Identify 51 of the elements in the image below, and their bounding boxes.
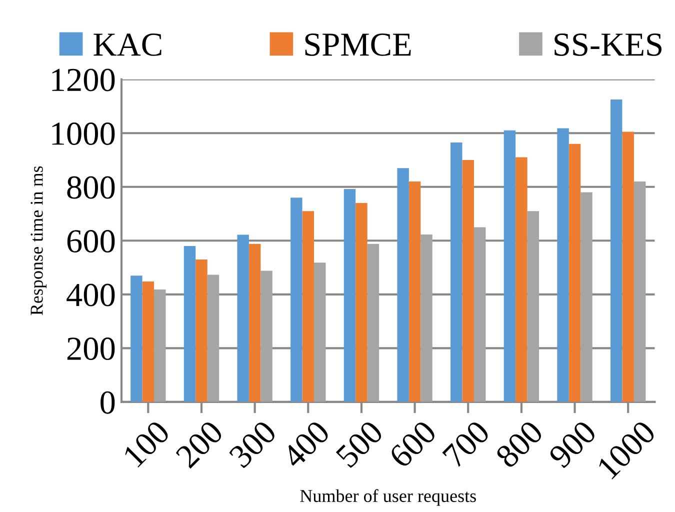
bar xyxy=(356,203,368,402)
x-tick-label: 600 xyxy=(388,419,438,469)
y-tick-label: 1000 xyxy=(52,122,115,146)
legend-label: KAC xyxy=(94,34,162,56)
y-tick-label: 200 xyxy=(67,338,115,360)
legend-label: SPMCE xyxy=(305,34,411,56)
bar xyxy=(290,198,302,402)
bar xyxy=(580,192,592,402)
bar xyxy=(196,259,208,402)
x-tick-label: 300 xyxy=(228,419,278,469)
bar xyxy=(610,100,622,402)
bar xyxy=(450,142,462,402)
bar xyxy=(314,262,326,402)
x-tick-label: 500 xyxy=(335,419,384,468)
bar xyxy=(408,182,421,402)
x-tick-label: 700 xyxy=(442,419,491,468)
bar xyxy=(397,168,409,402)
bar xyxy=(302,211,314,402)
x-tick-label: 100 xyxy=(122,419,171,468)
bar xyxy=(344,189,356,402)
bar xyxy=(420,234,432,402)
legend-label: SS-KES xyxy=(554,34,662,56)
bar xyxy=(237,234,249,402)
y-tick-label: 800 xyxy=(67,176,115,199)
bar xyxy=(142,282,154,402)
bar xyxy=(207,274,220,402)
y-tick-label: 400 xyxy=(66,284,115,306)
x-tick-label: 800 xyxy=(494,419,544,469)
y-tick-label: 1200 xyxy=(52,68,115,92)
bar xyxy=(260,270,272,402)
x-tick-label: 200 xyxy=(174,419,224,469)
y-axis-title: Response time in ms xyxy=(30,166,46,316)
bar xyxy=(527,211,540,402)
bar xyxy=(504,130,516,402)
bar xyxy=(634,182,646,402)
x-axis-title: Number of user requests xyxy=(300,489,476,506)
bar xyxy=(248,244,261,402)
bar xyxy=(154,290,166,402)
y-tick-label: 0 xyxy=(100,391,115,414)
bar xyxy=(184,246,196,402)
bar xyxy=(516,157,528,402)
x-tick-label: 400 xyxy=(280,419,331,470)
bar xyxy=(557,128,569,402)
bar xyxy=(622,132,634,402)
bar xyxy=(462,160,474,402)
bar xyxy=(474,227,486,402)
bar xyxy=(568,144,581,402)
y-tick-label: 600 xyxy=(67,230,115,253)
bar xyxy=(367,244,380,402)
bar xyxy=(130,276,142,402)
x-tick-label: 900 xyxy=(548,419,598,470)
